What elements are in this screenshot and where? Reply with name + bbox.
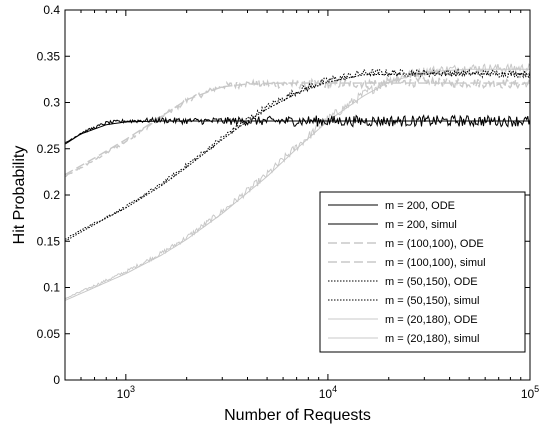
legend-label: m = (100,100), simul <box>385 257 486 269</box>
legend-label: m = 200, ODE <box>385 200 455 212</box>
x-tick-label: 105 <box>521 384 539 401</box>
legend-label: m = (100,100), ODE <box>385 238 484 250</box>
series-line-7 <box>64 63 531 299</box>
y-tick-label: 0.1 <box>43 281 60 295</box>
y-tick-label: 0.15 <box>37 234 61 248</box>
legend-box <box>319 191 526 353</box>
y-tick-label: 0 <box>53 373 60 387</box>
series-line-3 <box>64 75 531 177</box>
plot-area <box>64 63 531 301</box>
y-tick-label: 0.4 <box>43 3 60 17</box>
y-tick-label: 0.35 <box>37 49 61 63</box>
y-tick-label: 0.3 <box>43 96 60 110</box>
legend-label: m = (20,180), simul <box>385 333 479 345</box>
y-axis-label: Hit Probability <box>11 146 28 245</box>
series-line-5 <box>64 68 531 240</box>
series-line-1 <box>64 114 531 144</box>
x-tick-label: 104 <box>319 384 337 401</box>
y-tick-label: 0.2 <box>43 188 60 202</box>
series-line-2 <box>64 82 530 176</box>
legend-label: m = (50,150), ODE <box>385 276 478 288</box>
legend-label: m = 200, simul <box>385 219 457 231</box>
series-line-0 <box>64 120 530 145</box>
legend: m = 200, ODE m = 200, simul m = (100,100),… <box>319 191 526 353</box>
legend-label: m = (20,180), ODE <box>385 314 478 326</box>
axes: 0 0.05 0.1 0.15 0.2 0.25 0.3 0.35 0.4 103 104 105 <box>37 3 540 401</box>
legend-label: m = (50,150), simul <box>385 295 479 307</box>
y-tick-label: 0.25 <box>37 142 61 156</box>
x-tick-label: 103 <box>117 384 135 401</box>
y-tick-label: 0.05 <box>37 327 61 341</box>
x-axis-label: Number of Requests <box>224 407 371 424</box>
